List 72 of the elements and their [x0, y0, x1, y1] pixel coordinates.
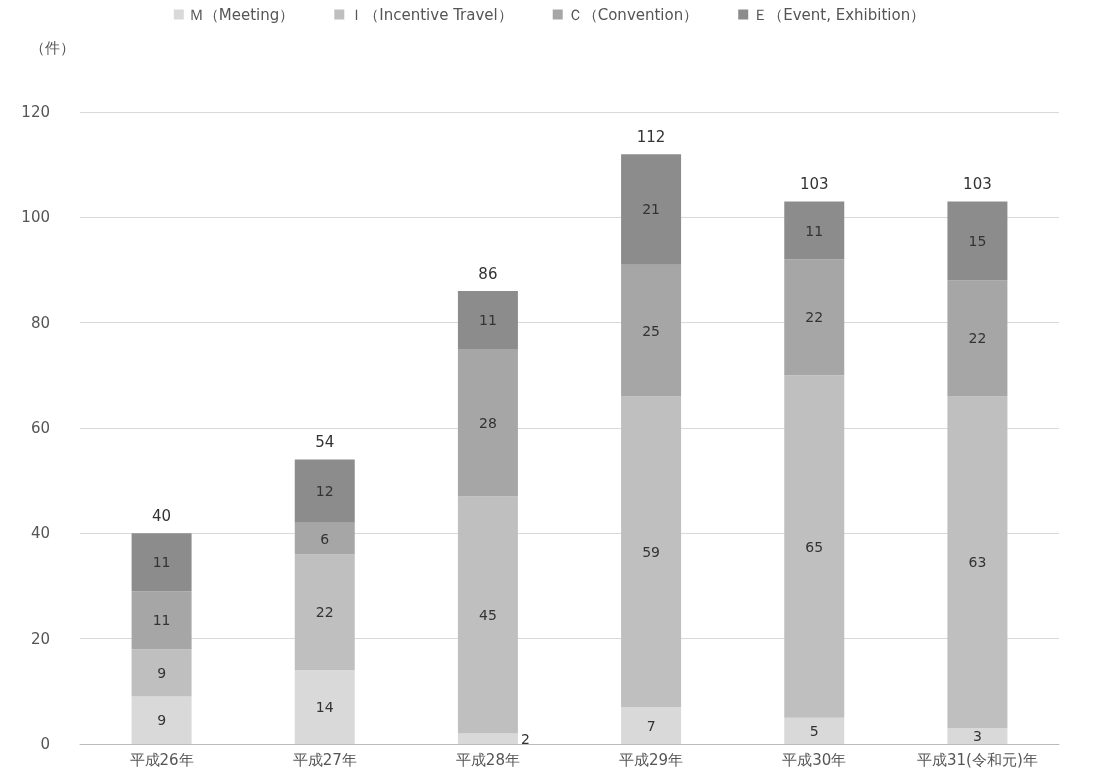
legend-label: Ｃ（Convention） — [567, 5, 699, 24]
data-label: 15 — [968, 233, 987, 250]
y-tick-label: 0 — [40, 735, 50, 753]
data-label: 28 — [479, 414, 497, 431]
data-label: 11 — [152, 554, 171, 571]
data-label: 6 — [320, 530, 330, 547]
bar — [457, 496, 518, 734]
x-tick-label: 平成31(令和元)年 — [917, 750, 1038, 769]
y-tick-label: 120 — [21, 103, 50, 121]
data-label: 12 — [315, 483, 334, 500]
bar — [621, 396, 682, 708]
bar — [621, 264, 682, 397]
data-label: 22 — [805, 309, 824, 326]
bar — [947, 280, 1008, 397]
y-tick-label: 20 — [30, 629, 50, 648]
bar — [947, 201, 1008, 281]
y-tick-label: 40 — [30, 524, 50, 543]
data-label: 22 — [315, 604, 334, 621]
data-label: 25 — [642, 322, 660, 339]
bar — [131, 649, 192, 697]
data-label: 5 — [809, 722, 819, 739]
bar — [131, 591, 192, 650]
bar — [457, 291, 518, 349]
bar — [947, 396, 1008, 729]
bar — [621, 154, 682, 265]
bar — [784, 717, 845, 744]
data-label: 9 — [157, 664, 167, 681]
y-tick-label: 60 — [30, 419, 50, 437]
legend-label: Ｍ（Meeting） — [188, 5, 295, 24]
x-tick-label: 平成30年 — [782, 750, 847, 769]
data-label: 45 — [479, 606, 497, 623]
data-label: 2 — [520, 730, 530, 747]
bar — [784, 259, 845, 376]
data-label: 11 — [479, 312, 497, 329]
total-label: 103 — [799, 175, 829, 194]
y-axis-title: （件） — [30, 38, 75, 57]
data-label: 14 — [315, 699, 334, 716]
bar — [294, 554, 355, 671]
data-label: 7 — [646, 717, 656, 734]
bar — [784, 201, 845, 260]
data-label: 59 — [642, 543, 660, 560]
data-label: 9 — [157, 712, 167, 729]
y-tick-label: 80 — [30, 313, 50, 332]
bar — [294, 670, 355, 744]
x-tick-label: 平成28年 — [455, 750, 520, 769]
data-label: 21 — [642, 201, 660, 218]
total-label: 112 — [636, 127, 666, 146]
bar — [131, 696, 192, 744]
legend-label: Ｉ（Incentive Travel） — [349, 5, 513, 24]
data-label: 3 — [972, 728, 982, 745]
bar — [947, 728, 1008, 744]
bar — [131, 533, 192, 592]
bar — [294, 522, 355, 555]
x-tick-label: 平成29年 — [619, 750, 684, 769]
y-tick-label: 100 — [21, 208, 50, 227]
bar — [784, 375, 845, 718]
data-label: 63 — [968, 554, 987, 571]
data-label: 11 — [152, 612, 171, 629]
legend-label: Ｅ（Event, Exhibition） — [753, 5, 926, 24]
x-tick-label: 平成27年 — [292, 750, 357, 769]
bar — [457, 349, 518, 497]
data-label: 22 — [968, 330, 987, 347]
total-label: 40 — [152, 506, 172, 525]
bar — [294, 459, 355, 523]
data-label: 11 — [805, 222, 824, 239]
total-label: 86 — [478, 264, 498, 283]
total-label: 54 — [315, 433, 335, 452]
total-label: 103 — [963, 175, 992, 194]
bar — [621, 707, 682, 744]
x-tick-label: 平成26年 — [129, 750, 194, 769]
bar — [457, 733, 518, 744]
data-label: 65 — [805, 538, 824, 555]
